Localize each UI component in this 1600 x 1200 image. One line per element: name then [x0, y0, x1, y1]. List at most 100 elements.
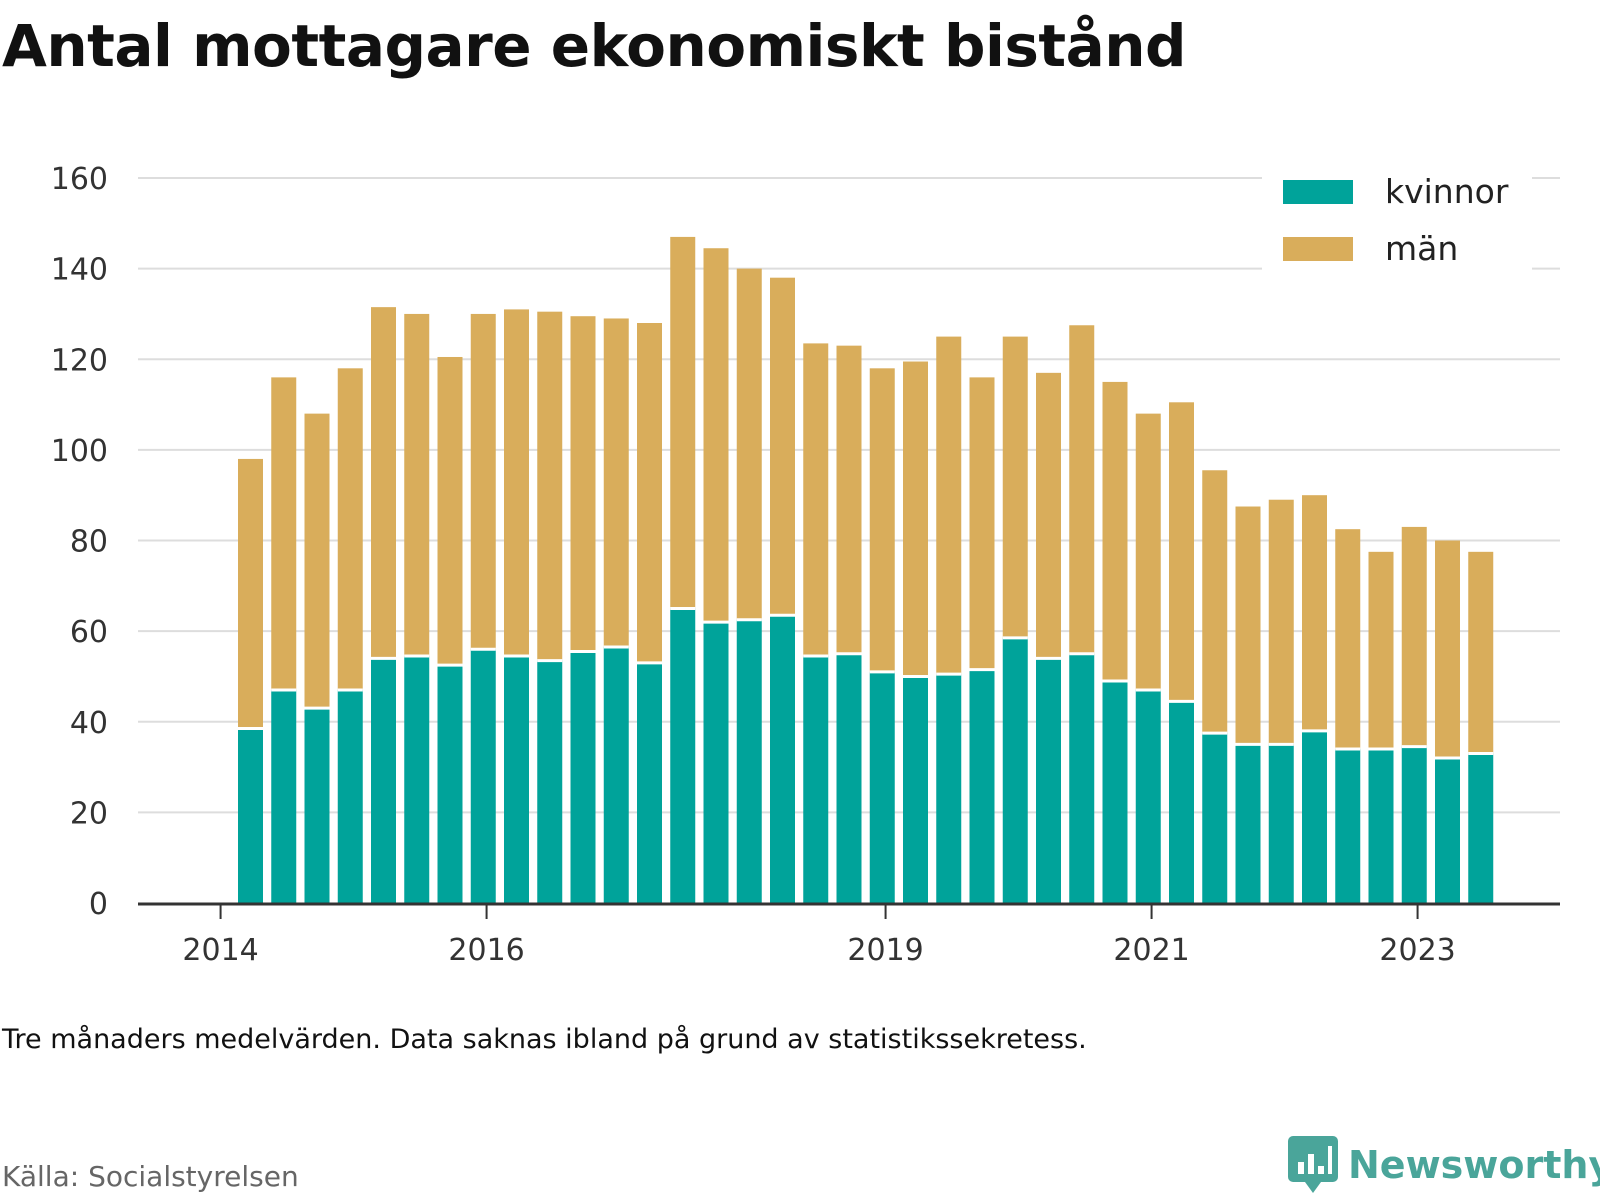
bar-man	[404, 313, 430, 657]
bar-kvinnor	[271, 690, 297, 903]
bar-kvinnor	[1335, 748, 1361, 903]
bar-kvinnor	[1468, 753, 1494, 903]
bar-man	[803, 343, 829, 657]
bars	[238, 236, 1494, 903]
legend-label: kvinnor	[1385, 172, 1509, 211]
bar-man	[470, 313, 496, 650]
bar-man	[1069, 325, 1095, 654]
y-tick-label: 60	[70, 615, 108, 650]
bar-kvinnor	[238, 728, 263, 903]
bar-kvinnor	[736, 619, 762, 903]
bar-kvinnor	[404, 656, 430, 903]
bar-kvinnor	[1401, 746, 1427, 903]
stacked-bar-chart: 0 20 40 60 80 100 120 140 160 2014 2016 2019 2021 202…	[51, 162, 1560, 968]
x-tick-label: 2019	[847, 933, 923, 968]
axes: 0 20 40 60 80 100 120 140 160 2014 2016 2019 2021 202…	[51, 162, 1560, 968]
bar-man	[1036, 372, 1061, 659]
bar-kvinnor	[869, 671, 895, 903]
bar-man	[703, 248, 729, 623]
bar-kvinnor	[437, 665, 463, 903]
y-tick-label: 120	[51, 343, 108, 378]
bar-kvinnor	[1069, 653, 1095, 903]
bar-kvinnor	[703, 622, 729, 903]
bar-man	[337, 368, 363, 691]
bar-man	[537, 311, 563, 661]
bar-man	[1302, 495, 1327, 731]
bar-kvinnor	[504, 656, 529, 903]
legend: kvinnor män	[1262, 168, 1532, 270]
bar-kvinnor	[770, 615, 795, 903]
bar-man	[770, 277, 795, 616]
bar-kvinnor	[337, 690, 363, 903]
bar-kvinnor	[1368, 748, 1394, 903]
y-tick-label: 20	[70, 796, 108, 831]
bar-man	[1202, 470, 1228, 734]
legend-swatch	[1283, 237, 1353, 261]
y-tick-label: 0	[89, 887, 108, 922]
bar-kvinnor	[1135, 690, 1161, 903]
bar-kvinnor	[1036, 658, 1061, 903]
bar-man	[637, 323, 662, 663]
x-tick-label: 2021	[1113, 933, 1189, 968]
newsworthy-logo-icon	[1288, 1136, 1338, 1193]
bar-kvinnor	[570, 651, 596, 903]
bar-kvinnor	[836, 653, 862, 903]
legend-label: män	[1385, 229, 1458, 268]
bar-man	[969, 377, 995, 670]
bar-kvinnor	[1169, 701, 1194, 903]
x-tick-label: 2023	[1379, 933, 1455, 968]
chart-note: Tre månaders medelvärden. Data saknas ib…	[2, 1024, 1087, 1055]
bar-kvinnor	[1202, 733, 1228, 903]
bar-kvinnor	[670, 608, 696, 903]
bar-man	[1401, 526, 1427, 747]
bar-man	[371, 307, 396, 659]
y-tick-label: 100	[51, 434, 108, 469]
bar-man	[271, 377, 297, 691]
bar-man	[903, 361, 928, 677]
bar-man	[1002, 336, 1028, 638]
bar-man	[736, 268, 762, 620]
bar-man	[238, 458, 263, 729]
bar-man	[670, 236, 696, 609]
bar-kvinnor	[803, 656, 829, 903]
brand: Newsworthy	[1288, 1136, 1600, 1194]
bar-man	[603, 318, 629, 647]
y-tick-label: 160	[51, 162, 108, 197]
bar-man	[437, 356, 463, 666]
bar-kvinnor	[371, 658, 396, 903]
bar-man	[836, 345, 862, 654]
bar-kvinnor	[637, 662, 662, 903]
bar-kvinnor	[603, 646, 629, 903]
bar-kvinnor	[1002, 637, 1028, 903]
bar-man	[1335, 529, 1361, 749]
bar-kvinnor	[304, 708, 330, 903]
y-tick-label: 140	[51, 253, 108, 288]
bar-kvinnor	[969, 669, 995, 903]
bar-man	[1468, 551, 1494, 754]
bar-man	[1135, 413, 1161, 691]
bar-kvinnor	[537, 660, 563, 903]
bar-man	[570, 316, 596, 652]
bar-man	[1169, 402, 1194, 702]
bar-kvinnor	[470, 649, 496, 903]
bar-kvinnor	[1435, 758, 1460, 903]
bar-man	[504, 309, 529, 657]
bar-kvinnor	[1268, 744, 1294, 903]
source-label: Källa: Socialstyrelsen	[2, 1160, 299, 1193]
bar-man	[1435, 540, 1460, 758]
bar-kvinnor	[1235, 744, 1261, 903]
x-tick-label: 2014	[182, 933, 258, 968]
bar-kvinnor	[903, 676, 928, 903]
bar-kvinnor	[1102, 680, 1128, 903]
bar-man	[304, 413, 330, 709]
bar-man	[869, 368, 895, 672]
legend-swatch	[1283, 180, 1353, 204]
y-tick-label: 80	[70, 525, 108, 560]
bar-man	[1368, 551, 1394, 749]
bar-man	[1102, 381, 1128, 681]
brand-name: Newsworthy	[1348, 1143, 1600, 1187]
bar-kvinnor	[936, 674, 962, 903]
bar-man	[936, 336, 962, 675]
chart-title: Antal mottagare ekonomiskt bistånd	[2, 12, 1187, 80]
y-tick-label: 40	[70, 706, 108, 741]
